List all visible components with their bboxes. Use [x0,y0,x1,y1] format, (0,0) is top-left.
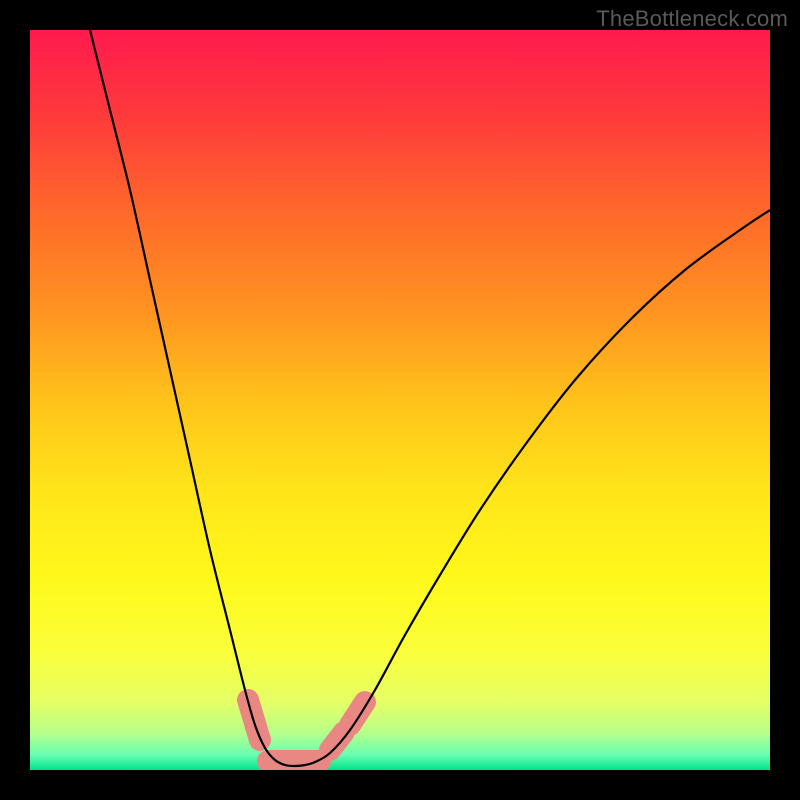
bottleneck-chart [30,30,770,770]
attribution-text: TheBottleneck.com [596,6,788,32]
chart-frame [30,30,770,770]
bottleneck-curve [90,30,770,766]
highlight-marker [350,702,365,725]
highlight-markers [248,700,365,761]
